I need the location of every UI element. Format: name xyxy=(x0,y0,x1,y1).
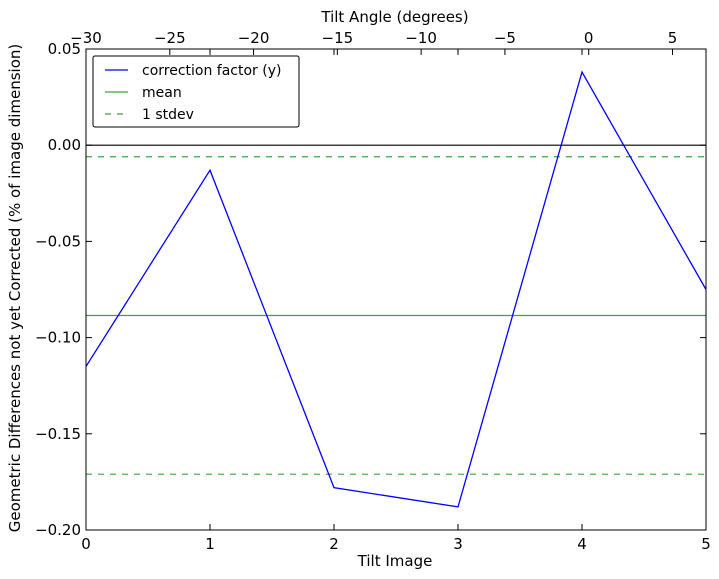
x2-tick-label: 5 xyxy=(668,29,678,47)
x-tick-label: 5 xyxy=(701,535,711,553)
y-tick-label: −0.15 xyxy=(35,425,81,443)
x2-tick-label: −10 xyxy=(405,29,437,47)
x2-tick-label: −15 xyxy=(322,29,354,47)
x2-tick-label: 0 xyxy=(584,29,594,47)
y-tick-label: 0.05 xyxy=(48,40,81,58)
legend-box xyxy=(92,55,300,128)
x-tick-label: 0 xyxy=(81,535,91,553)
x-tick-label: 4 xyxy=(577,535,587,553)
x-tick-label: 2 xyxy=(329,535,339,553)
x-axis-label: Tilt Image xyxy=(357,552,433,570)
top-axis-label: Tilt Angle (degrees) xyxy=(320,8,468,26)
legend: correction factor (y) mean 1 stdev xyxy=(92,55,300,128)
y-axis-label: Geometric Differences not yet Corrected … xyxy=(6,44,24,533)
x2-tick-label: −5 xyxy=(494,29,516,47)
x2-tick-label: −25 xyxy=(154,29,186,47)
y-tick-label: 0.00 xyxy=(48,136,81,154)
legend-label-mean: mean xyxy=(142,85,182,101)
x2-tick-label: −20 xyxy=(238,29,270,47)
x-tick-label: 1 xyxy=(205,535,215,553)
legend-label-correction-factor: correction factor (y) xyxy=(142,63,281,79)
y-tick-label: −0.05 xyxy=(35,232,81,250)
ticks: 0 1 2 3 4 5 −30 −25 −20 −15 −10 −5 0 5 0.05 0.00 −0.05 −0… xyxy=(35,29,711,553)
x-tick-label: 3 xyxy=(453,535,463,553)
y-tick-label: −0.20 xyxy=(35,521,81,539)
legend-label-stdev: 1 stdev xyxy=(142,107,194,123)
correction-factor-line xyxy=(85,70,707,508)
x2-tick-label: −30 xyxy=(70,29,102,47)
y-tick-label: −0.10 xyxy=(35,329,81,347)
plot-frame xyxy=(85,48,707,531)
plot-area xyxy=(85,48,707,531)
